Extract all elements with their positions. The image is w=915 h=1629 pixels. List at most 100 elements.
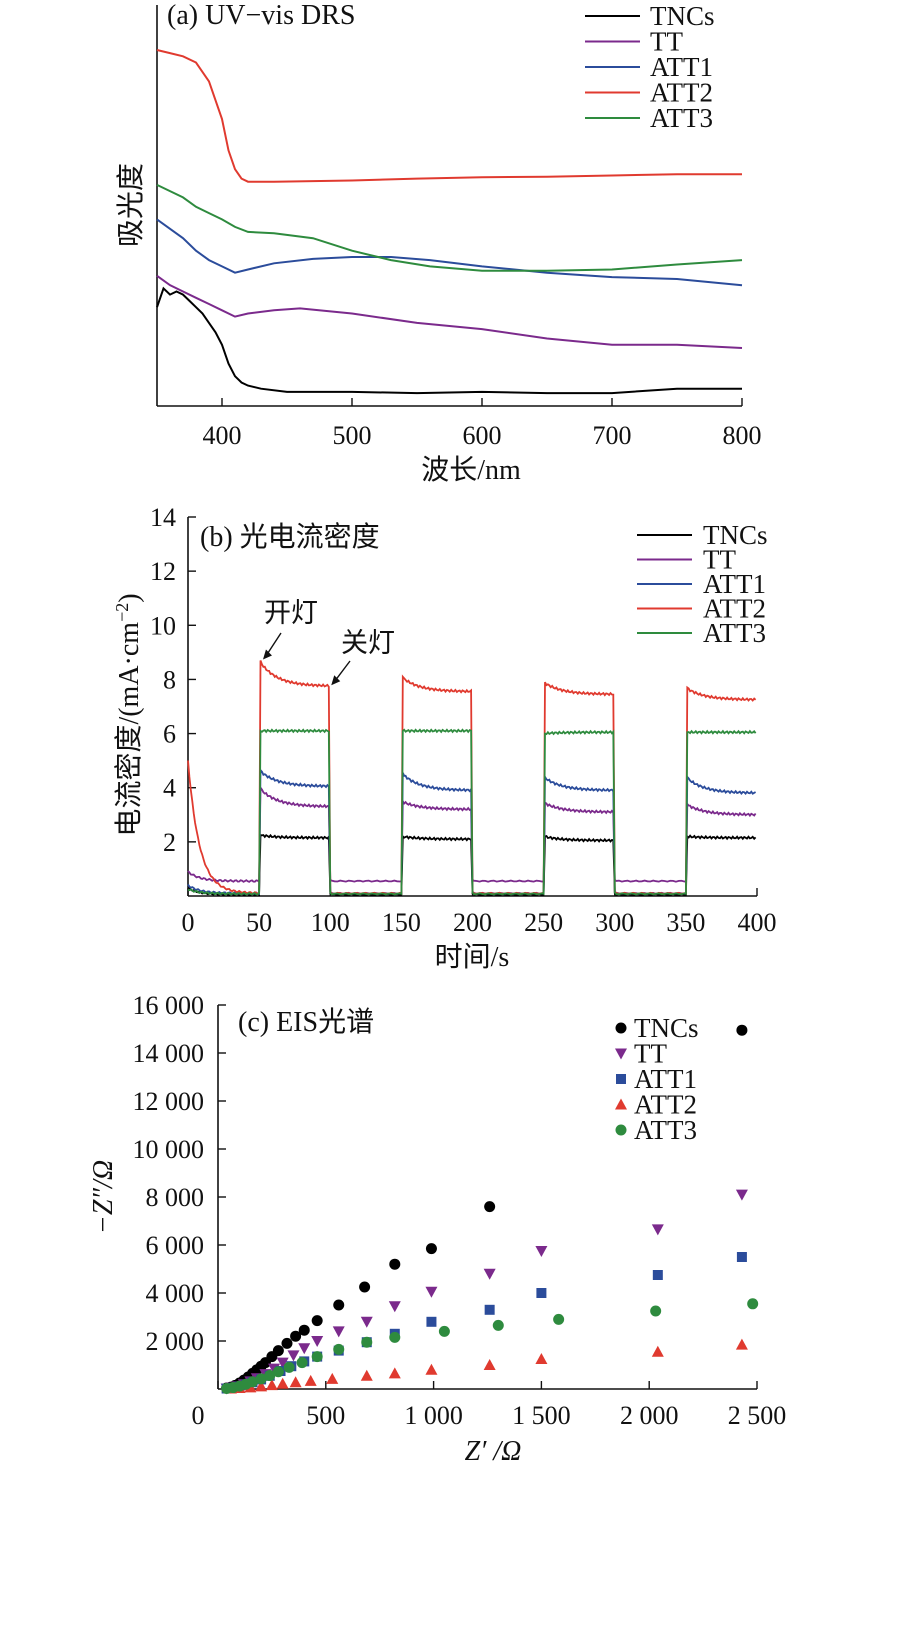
x-tick-label: 0 bbox=[192, 1401, 205, 1430]
series-line-tt bbox=[156, 274, 743, 349]
y-axis-label-end: ) bbox=[114, 593, 145, 602]
annotation-off: 关灯 bbox=[341, 628, 395, 658]
data-point bbox=[287, 1350, 300, 1362]
data-point bbox=[333, 1343, 345, 1355]
y-tick-label: 12 bbox=[150, 557, 176, 586]
legend-marker bbox=[615, 1048, 627, 1060]
data-point bbox=[425, 1243, 437, 1255]
data-point bbox=[333, 1299, 345, 1311]
x-tick-label: 0 bbox=[182, 908, 195, 937]
legend-marker bbox=[615, 1124, 627, 1136]
data-point bbox=[298, 1343, 311, 1355]
panel-a-uvvis: 400 500 600 700 800 波长/nm 吸光度 (a) UV−vis DRS TNC… bbox=[115, 0, 762, 486]
y-tick-label: 2 000 bbox=[146, 1327, 205, 1356]
y-tick-label: 6 bbox=[163, 720, 176, 749]
data-point bbox=[651, 1345, 664, 1357]
legend-label: TNCs bbox=[634, 1013, 699, 1043]
data-point bbox=[484, 1304, 495, 1315]
x-tick-label: 2 500 bbox=[728, 1401, 787, 1430]
data-point bbox=[736, 1024, 748, 1036]
annotation-on: 开灯 bbox=[264, 598, 318, 628]
x-tick-label: 2 000 bbox=[620, 1401, 679, 1430]
x-tick-label: 600 bbox=[463, 421, 502, 450]
y-tick-label: 14 000 bbox=[133, 1039, 205, 1068]
data-point bbox=[425, 1363, 438, 1375]
data-point bbox=[484, 1201, 496, 1213]
legend-label: TT bbox=[634, 1039, 667, 1069]
data-point bbox=[360, 1316, 373, 1328]
legend-label: ATT2 bbox=[650, 78, 713, 108]
x-tick-label: 1 500 bbox=[512, 1401, 571, 1430]
x-tick-label: 150 bbox=[382, 908, 421, 937]
data-point bbox=[735, 1338, 748, 1350]
data-point bbox=[272, 1366, 284, 1378]
y-tick-label: 6 000 bbox=[146, 1231, 205, 1260]
series-line-tt bbox=[187, 785, 757, 884]
series-line-att1 bbox=[156, 218, 743, 287]
y-tick-label: 4 000 bbox=[146, 1279, 205, 1308]
series-att1 bbox=[221, 1252, 747, 1394]
y-axis-label: 电流密度/(mA·cm−2) bbox=[112, 593, 145, 836]
legend-label: TT bbox=[650, 27, 683, 57]
data-point bbox=[289, 1376, 302, 1388]
data-point bbox=[276, 1377, 289, 1389]
data-point bbox=[536, 1288, 547, 1298]
data-point bbox=[326, 1372, 339, 1384]
data-point bbox=[332, 1326, 345, 1338]
data-point bbox=[747, 1298, 759, 1310]
data-point bbox=[246, 1376, 258, 1388]
legend-label: ATT1 bbox=[650, 52, 713, 82]
data-point bbox=[426, 1316, 437, 1327]
data-point bbox=[255, 1380, 268, 1392]
data-point bbox=[736, 1252, 747, 1262]
series-line-att2 bbox=[156, 49, 742, 183]
data-point bbox=[553, 1313, 565, 1325]
panel-title: (c) EIS光谱 bbox=[238, 1006, 374, 1038]
legend-marker bbox=[615, 1022, 627, 1034]
data-point bbox=[535, 1353, 548, 1364]
legend-label: ATT1 bbox=[703, 569, 766, 599]
data-point bbox=[535, 1246, 548, 1257]
y-axis-label: 吸光度 bbox=[115, 163, 147, 247]
data-point bbox=[281, 1337, 293, 1349]
data-point bbox=[272, 1345, 284, 1357]
x-tick-label: 50 bbox=[246, 908, 272, 937]
series-line-att3 bbox=[156, 183, 743, 272]
arrow-head bbox=[262, 649, 272, 660]
data-point bbox=[264, 1370, 276, 1382]
data-point bbox=[483, 1359, 496, 1370]
data-point bbox=[298, 1324, 310, 1336]
x-tick-label: 400 bbox=[203, 421, 242, 450]
x-tick-label: 250 bbox=[524, 908, 563, 937]
x-tick-label: 700 bbox=[593, 421, 632, 450]
y-tick-label: 10 bbox=[150, 611, 176, 640]
data-point bbox=[425, 1286, 438, 1298]
legend-label: ATT3 bbox=[634, 1115, 697, 1145]
data-point bbox=[276, 1357, 289, 1369]
data-point bbox=[265, 1379, 278, 1391]
x-tick-label: 500 bbox=[333, 421, 372, 450]
data-point bbox=[389, 1331, 401, 1343]
y-tick-label: 2 bbox=[163, 828, 176, 857]
data-point bbox=[304, 1374, 317, 1386]
y-tick-label: 16 000 bbox=[133, 991, 205, 1020]
data-point bbox=[652, 1270, 663, 1280]
data-point bbox=[483, 1268, 496, 1280]
data-point bbox=[651, 1224, 664, 1236]
legend-label: ATT3 bbox=[650, 103, 713, 133]
panel-title: (b) 光电流密度 bbox=[200, 521, 380, 553]
data-point bbox=[255, 1373, 267, 1385]
y-axis-label-main: 电流密度/(mA·cm bbox=[113, 622, 145, 837]
data-point bbox=[735, 1189, 748, 1201]
legend-marker bbox=[615, 1098, 627, 1110]
data-point bbox=[311, 1351, 323, 1363]
data-point bbox=[650, 1305, 662, 1317]
legend-label: TT bbox=[703, 545, 736, 575]
data-point bbox=[361, 1336, 373, 1348]
series-line-tncs bbox=[156, 286, 742, 395]
data-point bbox=[388, 1301, 401, 1313]
legend-label: ATT2 bbox=[634, 1090, 697, 1120]
x-tick-label: 350 bbox=[666, 908, 705, 937]
y-tick-label: 12 000 bbox=[133, 1087, 205, 1116]
